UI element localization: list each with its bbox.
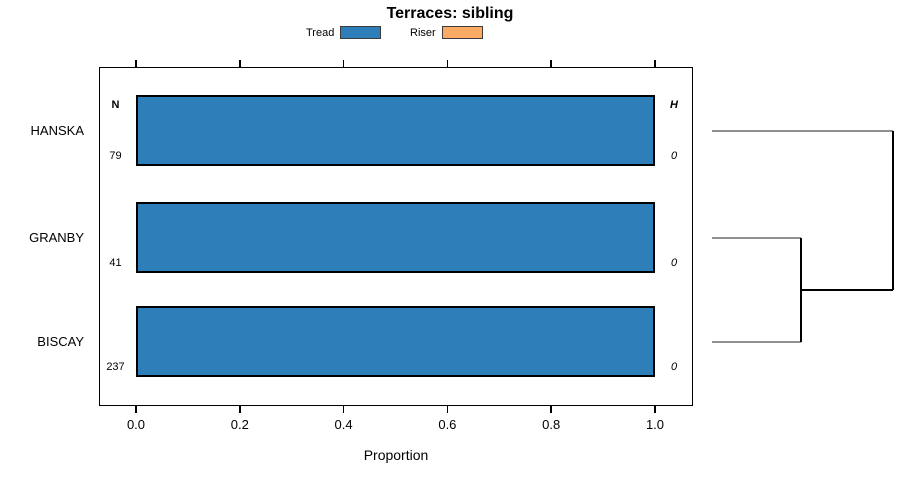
dendrogram-segment	[800, 289, 893, 291]
x-tick-bottom	[239, 406, 241, 413]
y-axis-label-biscay: BISCAY	[37, 334, 84, 349]
legend-label-tread: Tread	[306, 26, 335, 39]
x-tick-label: 0.8	[542, 417, 561, 432]
x-tick-bottom	[550, 406, 552, 413]
n-value-granby: 41	[109, 257, 122, 269]
x-tick-top	[550, 60, 552, 67]
bar-tread-biscay	[136, 306, 655, 377]
y-axis-label-granby: GRANBY	[29, 230, 84, 245]
x-tick-bottom	[135, 406, 137, 413]
legend-item-tread: Tread	[306, 25, 382, 40]
x-tick-label: 0.4	[334, 417, 353, 432]
n-value-hanska: 79	[109, 150, 122, 162]
h-value-biscay: 0	[670, 361, 678, 373]
x-tick-bottom	[446, 406, 449, 413]
chart-title: Terraces: sibling	[386, 5, 514, 22]
n-column-header: N	[111, 99, 120, 111]
x-tick-label: 1.0	[645, 417, 665, 432]
legend-label-riser: Riser	[410, 26, 436, 39]
x-tick-bottom	[342, 406, 345, 413]
x-tick-top	[342, 60, 345, 67]
x-tick-bottom	[654, 406, 656, 413]
h-value-granby: 0	[670, 257, 678, 269]
dendrogram-segment	[712, 237, 801, 239]
dendrogram-segment	[712, 341, 801, 343]
x-tick-label: 0.0	[126, 417, 146, 432]
x-axis-title: Proportion	[363, 447, 429, 463]
h-value-hanska: 0	[670, 150, 678, 162]
x-tick-top	[135, 60, 137, 67]
legend-swatch-tread	[340, 26, 382, 39]
h-column-header: H	[670, 99, 678, 111]
bar-tread-granby	[136, 202, 655, 273]
y-axis-label-hanska: HANSKA	[30, 123, 84, 138]
dendrogram-segment	[712, 130, 893, 132]
dendrogram-segment	[892, 131, 894, 290]
x-tick-label: 0.6	[438, 417, 457, 432]
x-tick-top	[446, 60, 449, 67]
legend-item-riser: Riser	[410, 25, 483, 40]
x-tick-label: 0.2	[230, 417, 249, 432]
n-value-biscay: 237	[106, 361, 125, 373]
bar-tread-hanska	[136, 95, 655, 166]
x-tick-top	[239, 60, 241, 67]
legend-swatch-riser	[441, 26, 483, 39]
x-tick-top	[654, 60, 656, 67]
